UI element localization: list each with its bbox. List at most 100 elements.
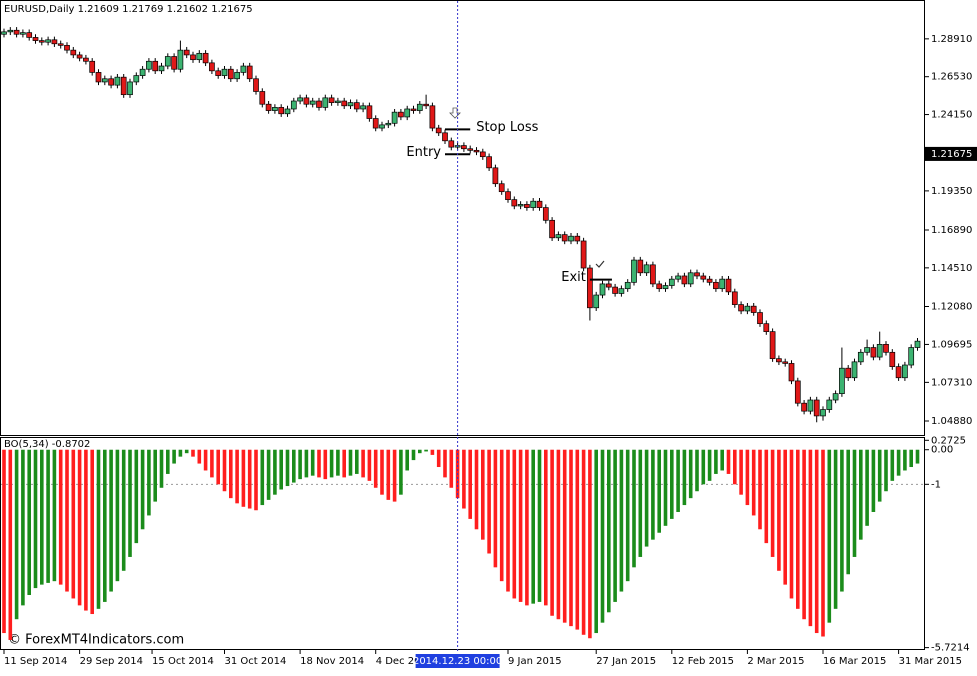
- oscillator-bar: [676, 449, 680, 512]
- candle-body: [719, 278, 726, 290]
- candle-body: [908, 347, 915, 366]
- oscillator-bar: [707, 449, 712, 481]
- oscillator-bar: [663, 449, 668, 526]
- oscillator-bar: [852, 449, 857, 557]
- candle-body: [631, 259, 637, 283]
- y-tick-label: 1.07310: [931, 377, 972, 388]
- oscillator-bar: [52, 449, 57, 582]
- candle-body: [820, 409, 826, 417]
- oscillator-bar: [134, 449, 139, 544]
- candle-body: [297, 97, 303, 102]
- candle-body: [13, 29, 20, 35]
- oscillator-bar: [304, 449, 309, 478]
- oscillator-bar: [430, 449, 435, 455]
- oscillator-bar: [499, 449, 504, 582]
- oscillator-bar: [462, 449, 466, 509]
- oscillator-bar: [783, 449, 787, 585]
- candle-body: [486, 156, 492, 169]
- candle-body: [38, 40, 45, 43]
- oscillator-bar: [682, 449, 687, 506]
- oscillator-bar: [361, 449, 365, 478]
- candle-body: [536, 200, 543, 208]
- candle-body: [731, 291, 738, 305]
- x-tick-label: 2 Mar 2015: [747, 656, 804, 667]
- candle-body: [505, 191, 511, 200]
- candle-body: [423, 103, 429, 107]
- oscillator-bar: [292, 449, 296, 483]
- candle-body: [45, 39, 51, 43]
- candle-body: [694, 272, 700, 277]
- oscillator-bar: [235, 449, 239, 504]
- oscillator-bar: [657, 449, 661, 533]
- oscillator-bar: [2, 449, 6, 634]
- oscillator-bar: [27, 449, 31, 596]
- y-tick-label: 1.14510: [931, 263, 972, 274]
- candle-body: [883, 344, 889, 353]
- oscillator-bar: [210, 449, 214, 478]
- candle-body: [612, 286, 618, 294]
- oscillator-bar: [714, 449, 718, 474]
- oscillator-bar: [266, 449, 271, 500]
- candle-body: [624, 281, 631, 290]
- oscillator-bar: [758, 449, 762, 530]
- oscillator-bar: [121, 449, 126, 571]
- oscillator-bar: [373, 449, 378, 488]
- candle-body: [322, 97, 329, 108]
- candle-body: [675, 275, 681, 280]
- candle-body: [83, 57, 89, 62]
- trade-label: Entry: [406, 145, 441, 160]
- candle-body: [750, 305, 757, 313]
- candle-body: [64, 45, 70, 51]
- oscillator-bar: [770, 449, 775, 557]
- oscillator-bar: [701, 449, 706, 485]
- oscillator-bar: [481, 449, 485, 540]
- oscillator-bar: [90, 449, 94, 615]
- oscillator-bar: [474, 449, 479, 530]
- candle-body: [240, 65, 247, 73]
- oscillator-bar: [8, 449, 13, 640]
- oscillator-bar: [644, 449, 649, 547]
- oscillator-bar: [14, 449, 19, 620]
- oscillator-bar: [840, 449, 844, 592]
- oscillator-bar: [859, 449, 863, 540]
- candle-body: [757, 312, 763, 325]
- candle-body: [461, 145, 467, 150]
- candle-body: [120, 76, 127, 96]
- candle-body: [435, 127, 442, 134]
- oscillator-bar: [632, 449, 636, 568]
- oscillator-bar: [733, 449, 737, 485]
- oscillator-bar: [695, 449, 699, 492]
- oscillator-bar: [720, 449, 724, 471]
- oscillator-bar: [216, 449, 220, 485]
- oscillator-bar: [493, 449, 498, 568]
- oscillator-bar: [903, 449, 907, 471]
- candle-body: [763, 323, 770, 332]
- oscillator-bar: [884, 449, 888, 492]
- oscillator-bar: [569, 449, 573, 627]
- oscillator-bar: [915, 449, 920, 464]
- candle-body: [410, 108, 417, 111]
- oscillator-bar: [877, 449, 882, 502]
- candle-body: [876, 344, 883, 358]
- oscillator-bar: [203, 449, 208, 471]
- oscillator-bar: [525, 449, 529, 606]
- candle-body: [832, 393, 839, 401]
- oscillator-bar: [751, 449, 756, 516]
- candle-body: [171, 56, 177, 70]
- candle-body: [146, 60, 152, 70]
- oscillator-bar: [184, 449, 189, 454]
- oscillator-bar: [386, 449, 391, 500]
- candle-body: [278, 107, 285, 115]
- candle-body: [593, 294, 600, 309]
- oscillator-bar: [285, 449, 290, 487]
- oscillator-bar: [310, 449, 315, 476]
- candle-body: [857, 351, 864, 363]
- oscillator-bar: [575, 449, 580, 630]
- candle-body: [668, 278, 675, 286]
- oscillator-bar: [159, 449, 164, 488]
- oscillator-bar: [241, 449, 246, 507]
- candle-body: [190, 54, 196, 61]
- x-tick-label: 11 Sep 2014: [4, 656, 67, 667]
